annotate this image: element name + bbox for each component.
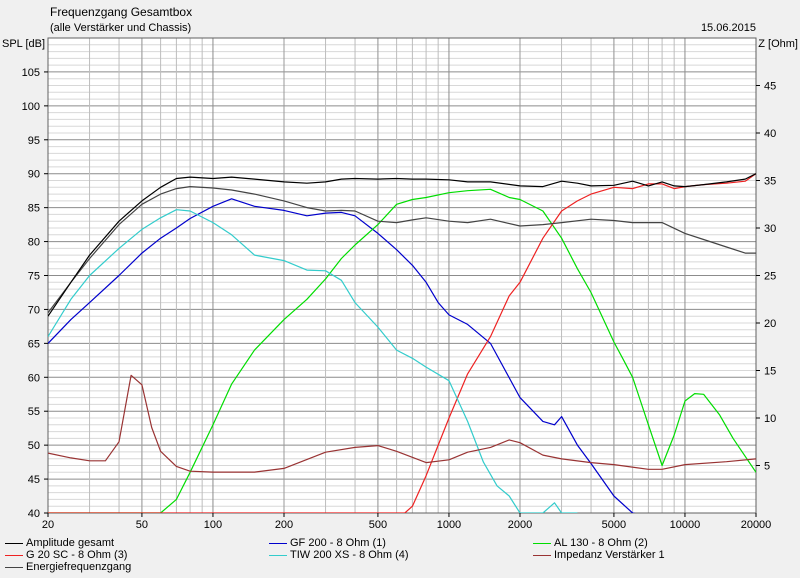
series-line-tiw-200-xs-8-ohm-4 [48, 209, 578, 513]
legend-swatch [269, 543, 287, 544]
y2-tick-label: 40 [764, 128, 776, 140]
series-line-energiefrequenzgang [48, 186, 756, 314]
x-tick-label: 5000 [602, 519, 626, 531]
legend-label: GF 200 - 8 Ohm (1) [290, 537, 386, 549]
y2-tick-label: 5 [764, 461, 770, 473]
x-tick-label: 1000 [437, 519, 461, 531]
legend-label: TIW 200 XS - 8 Ohm (4) [290, 549, 409, 561]
legend-swatch [533, 555, 551, 556]
series-line-impedanz-verst-rker-1 [48, 374, 756, 473]
y-axis-title: SPL [dB] [2, 38, 46, 50]
series-line-gf-200-8-ohm-1 [48, 198, 636, 513]
legend-swatch [533, 543, 551, 544]
y-tick-label: 40 [28, 508, 40, 520]
y2-axis-title: Z [Ohm] [758, 38, 798, 50]
y2-tick-label: 15 [764, 366, 776, 378]
series-line-al-130-8-ohm-2 [48, 188, 756, 513]
legend-swatch [5, 543, 23, 544]
y2-tick-label: 45 [764, 81, 776, 93]
chart-subtitle: (alle Verstärker und Chassis) [50, 22, 192, 34]
x-tick-label: 10000 [670, 519, 701, 531]
x-tick-label: 200 [275, 519, 293, 531]
y-tick-label: 60 [28, 372, 40, 384]
y-tick-label: 90 [28, 169, 40, 181]
y-tick-label: 85 [28, 203, 40, 215]
y2-tick-label: 10 [764, 413, 776, 425]
y-tick-label: 55 [28, 406, 40, 418]
date-label: 15.06.2015 [700, 22, 756, 34]
x-tick-label: 20000 [741, 519, 772, 531]
y2-tick-label: 30 [764, 223, 776, 235]
x-tick-label: 20 [42, 519, 54, 531]
y-tick-label: 50 [28, 440, 40, 452]
y-tick-label: 95 [28, 135, 40, 147]
y-tick-label: 70 [28, 304, 40, 316]
chart-title: Frequenzgang Gesamtbox [50, 5, 193, 19]
legend-swatch [269, 555, 287, 556]
y-tick-label: 75 [28, 271, 40, 283]
y2-tick-label: 20 [764, 318, 776, 330]
y-tick-label: 105 [22, 67, 40, 79]
y-tick-label: 65 [28, 338, 40, 350]
legend-label: Impedanz Verstärker 1 [554, 549, 665, 561]
y2-tick-label: 35 [764, 176, 776, 188]
y2-tick-label: 25 [764, 271, 776, 283]
legend-swatch [5, 555, 23, 556]
legend-label: Energiefrequenzgang [26, 561, 132, 573]
series-line-amplitude-gesamt [48, 173, 756, 317]
legend-swatch [5, 567, 23, 568]
legend-label: G 20 SC - 8 Ohm (3) [26, 549, 128, 561]
x-tick-label: 500 [369, 519, 387, 531]
legend-label: Amplitude gesamt [26, 537, 115, 549]
x-tick-label: 2000 [508, 519, 532, 531]
y-tick-label: 80 [28, 237, 40, 249]
legend-label: AL 130 - 8 Ohm (2) [554, 537, 648, 549]
y-tick-label: 45 [28, 474, 40, 486]
x-tick-label: 50 [136, 519, 148, 531]
y-tick-label: 100 [22, 101, 40, 113]
x-tick-label: 100 [204, 519, 222, 531]
